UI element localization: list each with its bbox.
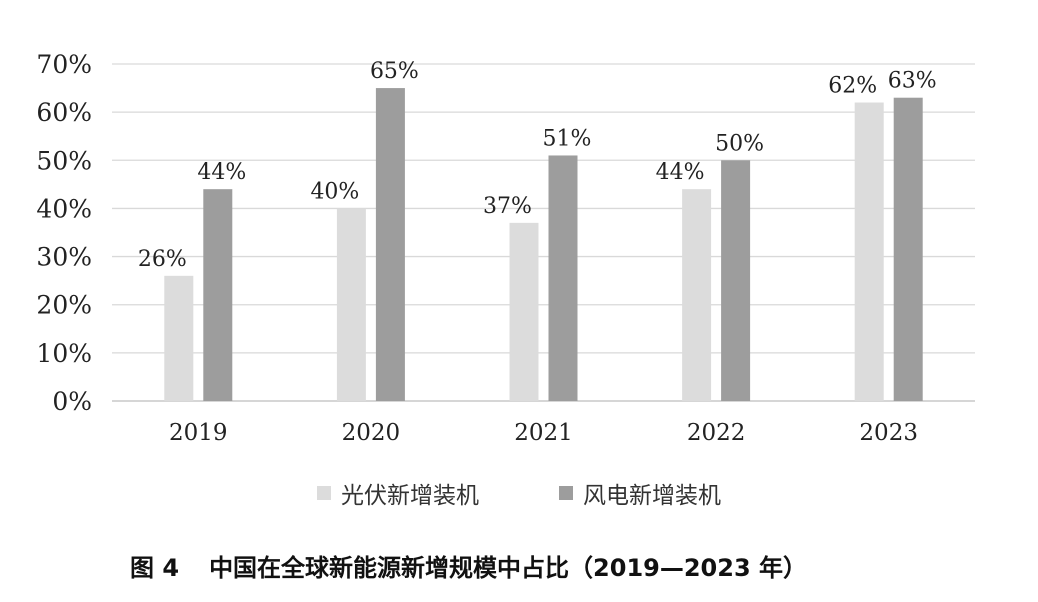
y-tick-label: 40% [36,194,92,223]
x-tick-label: 2023 [859,420,918,446]
legend: 光伏新增装机 风电新增装机 [0,476,1038,510]
figure-title: 中国在全球新能源新增规模中占比（2019—2023 年） [209,554,808,582]
legend-swatch-wind [559,486,573,500]
legend-label-solar: 光伏新增装机 [341,483,479,509]
bar-solar [164,275,194,401]
data-label: 51% [543,126,592,151]
bar-wind [203,189,233,401]
y-tick-label: 70% [36,50,92,79]
data-label: 44% [656,160,705,185]
data-labels: 26% 44% 40% 65% 37% 51% 44% 50% 62% 63% [138,59,937,272]
bar-solar [682,189,712,401]
bar-solar [854,102,884,401]
gridlines [112,63,975,402]
x-tick-label: 2020 [342,420,401,446]
legend-item-solar: 光伏新增装机 [317,476,479,510]
y-tick-label: 50% [36,146,92,175]
bar-chart: 0% 10% 20% 30% 40% 50% 60% 70% 26% 44% 40% 65% 37% 5… [36,50,975,446]
x-tick-label: 2019 [169,420,228,446]
data-label: 50% [715,131,764,156]
legend-swatch-solar [317,486,331,500]
legend-label-wind: 风电新增装机 [583,483,721,509]
bar-wind [375,88,405,402]
figure-caption: 图 4 中国在全球新能源新增规模中占比（2019—2023 年） [130,548,990,583]
y-axis-tick-labels: 0% 10% 20% 30% 40% 50% 60% 70% [36,50,92,416]
data-label: 62% [828,74,877,99]
data-label: 40% [310,179,359,204]
bar-solar [509,222,539,401]
y-tick-label: 60% [36,98,92,127]
bar-wind [721,160,751,401]
y-tick-label: 10% [36,339,92,368]
bar-wind [548,155,578,401]
data-label: 26% [138,247,187,272]
data-label: 44% [197,160,246,185]
data-label: 37% [483,194,532,219]
y-tick-label: 30% [36,243,92,272]
x-axis-tick-labels: 2019 2020 2021 2022 2023 [169,420,918,446]
y-tick-label: 20% [36,291,92,320]
data-label: 63% [888,69,937,94]
figure-number: 图 4 [130,554,180,582]
y-tick-label: 0% [52,387,92,416]
bar-solar [336,208,366,401]
data-label: 65% [370,59,419,84]
x-tick-label: 2021 [514,420,573,446]
bar-wind [893,97,923,401]
bars [164,88,923,402]
legend-item-wind: 风电新增装机 [559,476,721,510]
x-tick-label: 2022 [687,420,746,446]
